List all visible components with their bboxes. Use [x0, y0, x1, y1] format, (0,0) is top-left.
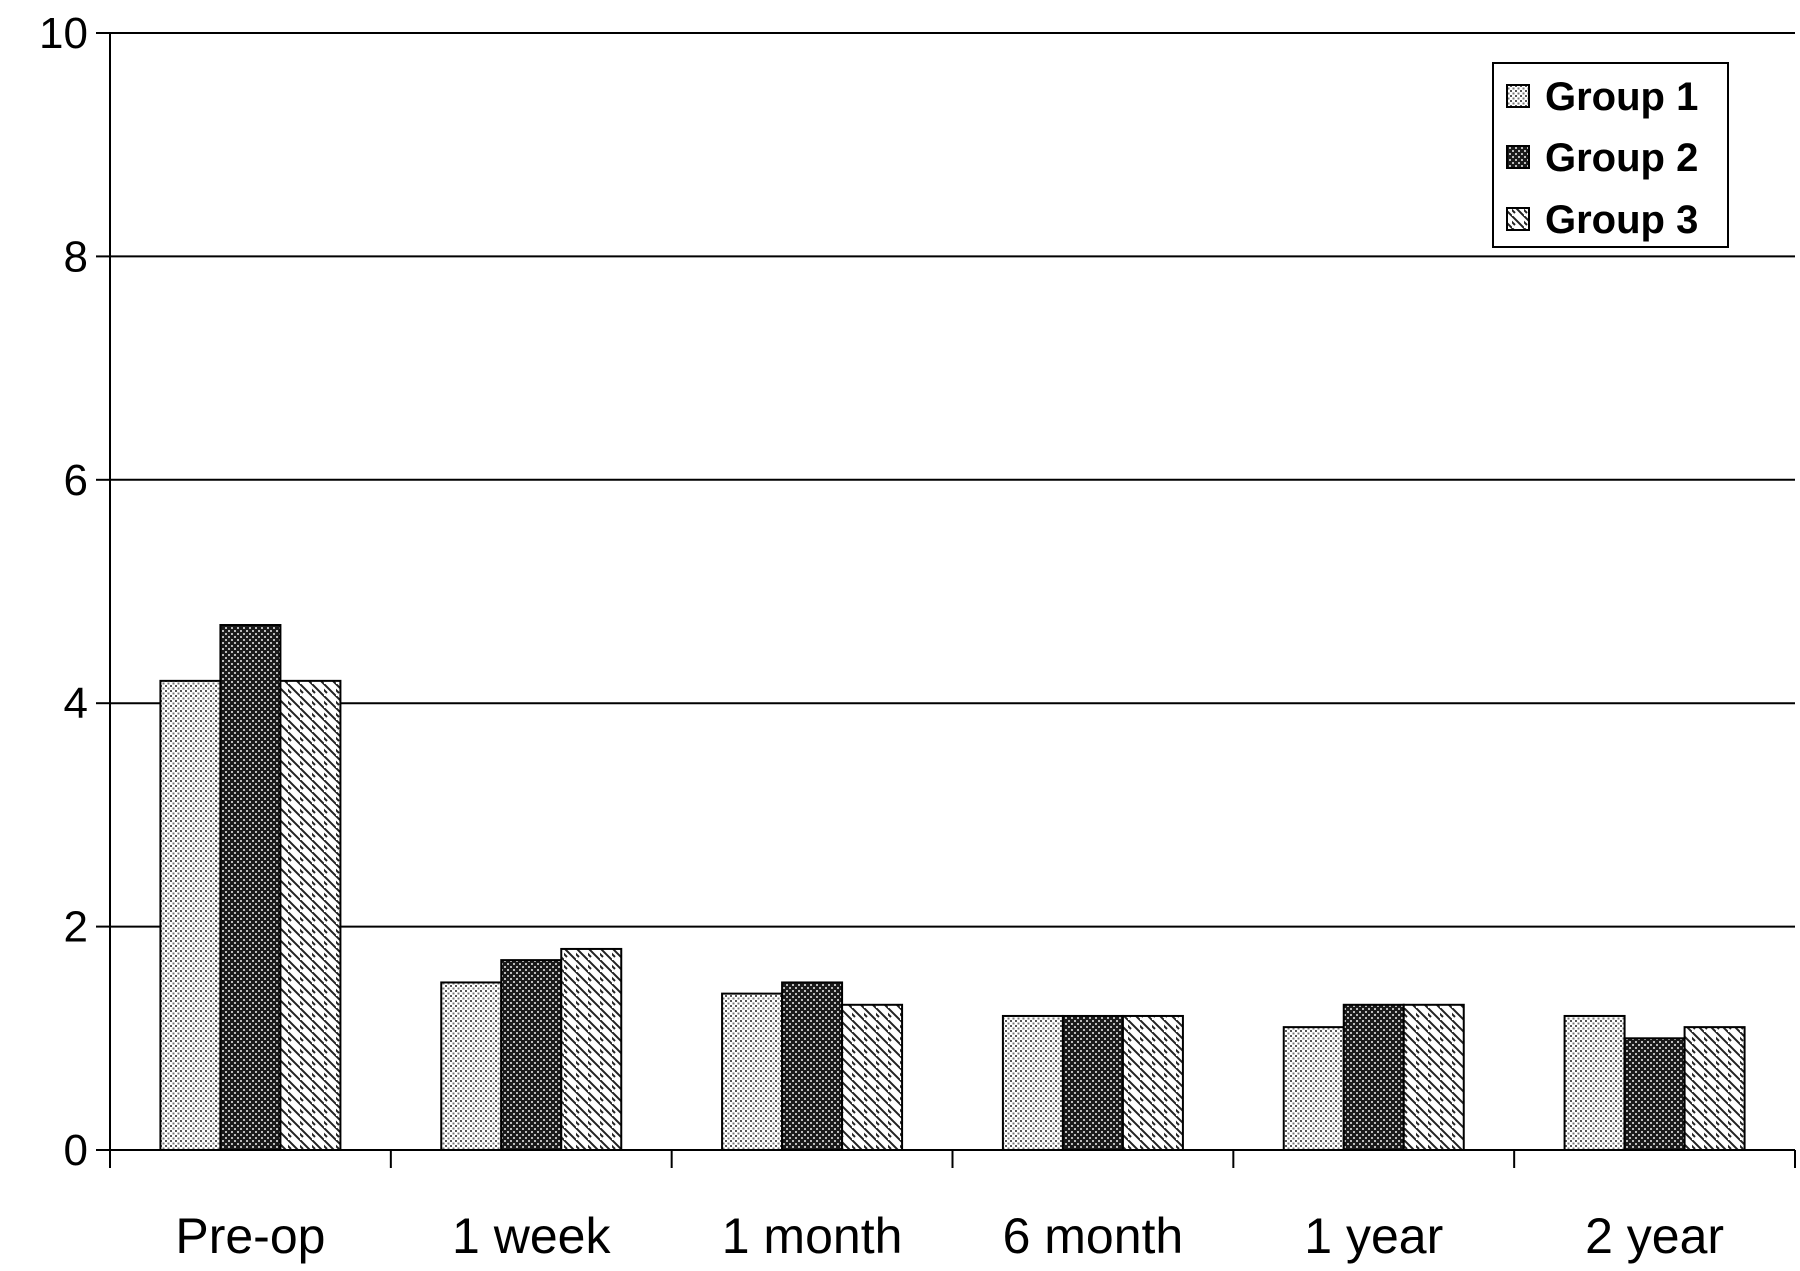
y-axis: 0 2 4 6 8 10 — [39, 9, 111, 1175]
y-tick-label: 6 — [64, 456, 88, 505]
bar-group-3-1-month — [841, 1003, 904, 1151]
y-tick-label: 0 — [64, 1126, 88, 1175]
bar-group-1-6-month — [1001, 1014, 1064, 1152]
bar-group-3-6-month — [1121, 1014, 1184, 1152]
legend-item-group-1: Group 1 — [1506, 75, 1698, 119]
bar-group-3-1-year — [1402, 1003, 1465, 1151]
gridlines — [110, 32, 1795, 928]
x-axis: Pre-op 1 week 1 month 6 month 1 year 2 year — [109, 1149, 1796, 1264]
bar-group-1-1-week — [440, 981, 503, 1152]
bar-group-2-6-month — [1061, 1014, 1124, 1152]
y-tick-label: 10 — [39, 9, 88, 58]
bar-group-1-pre-op — [159, 679, 222, 1151]
legend-swatch-group-2 — [1506, 145, 1530, 169]
y-tick-label: 4 — [64, 679, 88, 728]
bar-group-3-2-year — [1683, 1026, 1746, 1152]
legend-swatch-group-1 — [1506, 84, 1530, 108]
bar-group-3-pre-op — [279, 679, 342, 1151]
legend-label-group-2: Group 2 — [1545, 136, 1698, 180]
x-tick-label: 2 year — [1585, 1208, 1724, 1264]
bar-group-1-1-year — [1282, 1026, 1345, 1152]
bar-group-1-1-month — [721, 992, 784, 1151]
bar-group-2-2-year — [1623, 1037, 1686, 1152]
x-tick-label: 1 year — [1304, 1208, 1443, 1264]
bar-group-2-1-month — [781, 981, 844, 1152]
y-tick-label: 8 — [64, 232, 88, 281]
legend-item-group-2: Group 2 — [1506, 136, 1698, 180]
bar-group-1-2-year — [1563, 1014, 1626, 1152]
legend-swatch-group-3 — [1506, 207, 1530, 231]
legend-label-group-3: Group 3 — [1545, 198, 1698, 242]
bar-group-2-pre-op — [219, 624, 282, 1151]
x-tick-label: 1 month — [722, 1208, 903, 1264]
legend-label-group-1: Group 1 — [1545, 75, 1698, 119]
bars — [159, 624, 1746, 1152]
legend: Group 1 Group 2 Group 3 — [1492, 62, 1729, 248]
bar-group-2-1-year — [1342, 1003, 1405, 1151]
bar-group-2-1-week — [500, 959, 563, 1151]
x-tick-label: 1 week — [452, 1208, 611, 1264]
legend-item-group-3: Group 3 — [1506, 198, 1698, 242]
x-tick-label: Pre-op — [175, 1208, 325, 1264]
legend-box — [1492, 62, 1729, 248]
y-tick-label: 2 — [64, 903, 88, 952]
bar-group-3-1-week — [560, 947, 623, 1151]
x-tick-label: 6 month — [1003, 1208, 1184, 1264]
